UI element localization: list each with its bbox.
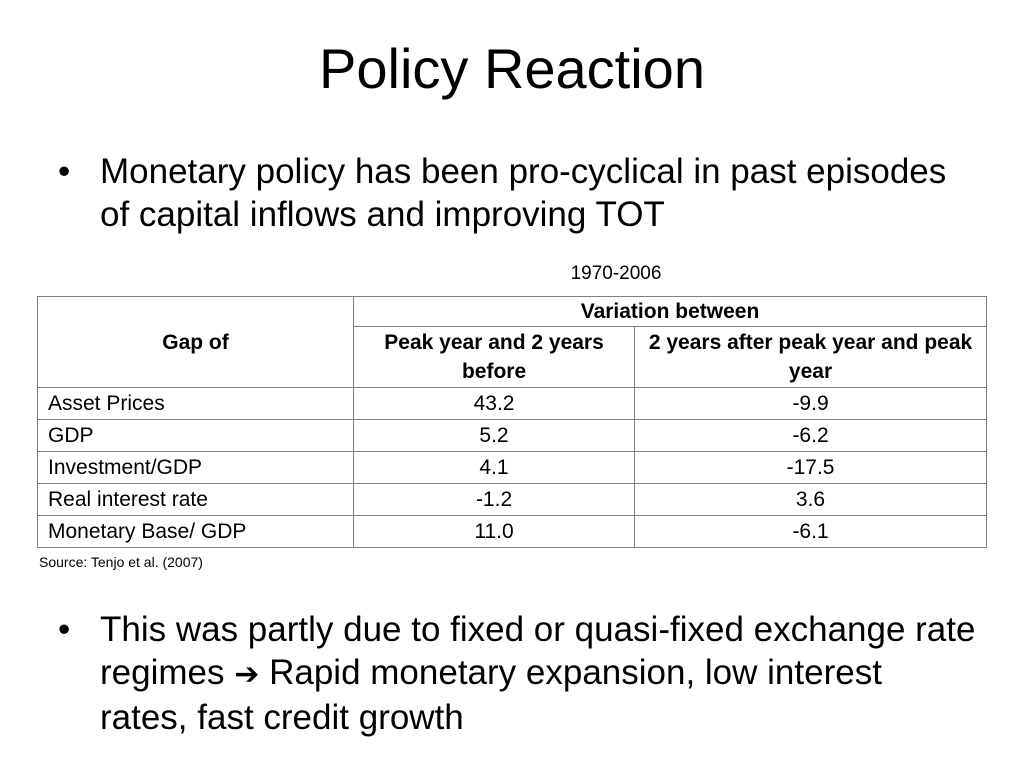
row-label: Investment/GDP	[37, 451, 354, 484]
table-row: Real interest rate -1.2 3.6	[37, 483, 987, 516]
table-period: 1970-2006	[570, 263, 662, 284]
slide-title: Policy Reaction	[319, 37, 705, 100]
row-value-col1: 43.2	[352, 387, 636, 420]
bullet-2: • This was partly due to fixed or quasi-…	[58, 608, 978, 739]
row-label: Asset Prices	[37, 387, 354, 420]
bullet-2-text: This was partly due to fixed or quasi-fi…	[100, 608, 978, 739]
bullet-2-text-after: Rapid monetary expansion, low interest r…	[100, 653, 882, 737]
table-row: GDP 5.2 -6.2	[37, 419, 987, 452]
row-value-col2: -6.1	[634, 515, 987, 548]
header-gap-of: Gap of	[37, 296, 354, 388]
bullet-1-text: Monetary policy has been pro-cyclical in…	[100, 152, 947, 234]
table-row: Asset Prices 43.2 -9.9	[37, 387, 987, 420]
bullet-1: • Monetary policy has been pro-cyclical …	[58, 150, 978, 236]
table-source: Source: Tenjo et al. (2007)	[39, 554, 203, 570]
row-value-col1: -1.2	[352, 483, 636, 516]
row-value-col1: 4.1	[352, 451, 636, 484]
row-label: GDP	[37, 419, 354, 452]
row-label: Monetary Base/ GDP	[37, 515, 354, 548]
bullet-dot-icon: •	[58, 610, 71, 649]
bullet-dot-icon: •	[58, 152, 71, 191]
header-variation-between: Variation between	[353, 296, 987, 327]
gap-table: Gap of Variation between Peak year and 2…	[37, 296, 987, 548]
bullet-2-text-before: This was partly due to fixed or quasi-fi…	[100, 610, 976, 692]
row-label: Real interest rate	[37, 483, 354, 516]
right-arrow-icon: ➔	[234, 658, 260, 691]
table-row: Investment/GDP 4.1 -17.5	[37, 451, 987, 484]
row-value-col2: -9.9	[634, 387, 987, 420]
row-value-col1: 11.0	[352, 515, 636, 548]
header-col2: 2 years after peak year and peak year	[634, 326, 987, 388]
header-col1: Peak year and 2 years before	[352, 326, 636, 388]
row-value-col2: 3.6	[634, 483, 987, 516]
row-value-col1: 5.2	[352, 419, 636, 452]
row-value-col2: -6.2	[634, 419, 987, 452]
row-value-col2: -17.5	[634, 451, 987, 484]
table-row: Monetary Base/ GDP 11.0 -6.1	[37, 515, 987, 548]
